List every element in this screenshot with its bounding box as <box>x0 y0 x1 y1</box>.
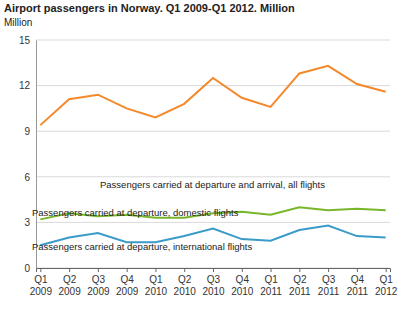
x-tick: Q12012 <box>375 268 398 297</box>
x-tick-mark <box>213 268 214 272</box>
x-tick: Q32009 <box>87 268 110 297</box>
y-tick: 0 <box>24 263 36 274</box>
x-tick: Q22009 <box>58 268 81 297</box>
x-tick-mark <box>69 268 70 272</box>
x-tick-label: Q42009 <box>116 274 139 297</box>
x-tick-mark <box>328 268 329 272</box>
x-tick: Q32010 <box>202 268 225 297</box>
x-tick-mark <box>184 268 185 272</box>
x-tick-mark <box>242 268 243 272</box>
x-tick-label: Q32010 <box>202 274 225 297</box>
x-tick-label-line: Q3 <box>322 274 336 285</box>
grid-line <box>36 222 390 223</box>
x-tick-mark <box>299 268 300 272</box>
y-tick: 3 <box>24 217 36 228</box>
x-tick-mark <box>386 268 387 272</box>
y-tick-label: 15 <box>19 35 31 46</box>
y-tick-label: 3 <box>24 217 30 228</box>
x-tick: Q12009 <box>30 268 53 297</box>
x-tick: Q22011 <box>289 268 311 297</box>
x-tick-label: Q42011 <box>347 274 369 297</box>
x-tick-label-line: Q1 <box>264 274 278 285</box>
x-tick: Q42010 <box>231 268 254 297</box>
x-tick-label: Q12009 <box>30 274 53 297</box>
x-tick-label-line: Q4 <box>351 274 365 285</box>
title: Airport passengers in Norway. Q1 2009-Q1… <box>4 2 295 14</box>
y-tick-label: 12 <box>19 80 31 91</box>
x-tick-label-line: 2011 <box>318 286 340 297</box>
x-tick: Q12010 <box>145 268 168 297</box>
x-tick-label-line: 2010 <box>202 286 225 297</box>
x-tick-mark <box>40 268 41 272</box>
series-label: Passengers carried at departure, interna… <box>32 241 252 252</box>
grid-line <box>36 176 390 177</box>
x-tick-label: Q22009 <box>58 274 81 297</box>
x-axis: Q12009Q22009Q32009Q42009Q12010Q22010Q320… <box>30 268 398 297</box>
lines <box>40 66 385 245</box>
x-tick-mark <box>271 268 272 272</box>
x-tick-label: Q22010 <box>174 274 197 297</box>
x-tick-label-line: 2009 <box>87 286 110 297</box>
y-tick-label: 6 <box>24 172 30 183</box>
x-tick-mark <box>155 268 156 272</box>
x-tick-label: Q22011 <box>289 274 311 297</box>
y-axis-label: Million <box>4 17 32 28</box>
x-tick-label-line: 2012 <box>375 286 398 297</box>
y-axis-line <box>36 41 37 269</box>
series-label: Passengers carried at departure, domesti… <box>32 207 239 218</box>
x-tick-label-line: 2011 <box>260 286 282 297</box>
x-tick-label: Q32011 <box>318 274 340 297</box>
x-tick-label: Q32009 <box>87 274 110 297</box>
x-tick-label-line: Q4 <box>120 274 134 285</box>
x-tick-label-line: 2009 <box>30 286 53 297</box>
series-label: Passengers carried at departure and arri… <box>100 179 325 190</box>
grid-line <box>36 40 390 41</box>
x-tick-label-line: 2009 <box>58 286 81 297</box>
y-tick: 12 <box>19 80 36 91</box>
y-axis: 0 3 6 9 12 15 <box>19 35 37 274</box>
x-tick-label-line: Q2 <box>63 274 77 285</box>
x-axis-line <box>37 269 391 273</box>
x-tick-label: Q12010 <box>145 274 168 297</box>
y-tick: 15 <box>19 35 36 46</box>
x-tick-label-line: 2011 <box>347 286 369 297</box>
grid-line <box>36 85 390 86</box>
x-tick-mark <box>127 268 128 272</box>
x-tick-label-line: Q1 <box>149 274 163 285</box>
x-tick: Q42009 <box>116 268 139 297</box>
chart: Airport passengers in Norway. Q1 2009-Q1… <box>0 0 400 320</box>
x-tick: Q22010 <box>174 268 197 297</box>
x-tick-mark <box>98 268 99 272</box>
y-tick-label: 0 <box>24 263 30 274</box>
x-tick-label-line: 2010 <box>174 286 197 297</box>
x-tick-label: Q12011 <box>260 274 282 297</box>
x-tick-label-line: 2010 <box>145 286 168 297</box>
x-tick-label-line: Q2 <box>178 274 192 285</box>
x-tick: Q12011 <box>260 268 282 297</box>
x-tick-label-line: 2011 <box>289 286 311 297</box>
x-tick-label-line: 2009 <box>116 286 139 297</box>
x-tick: Q32011 <box>318 268 340 297</box>
series-line <box>40 66 385 125</box>
x-tick-label-line: 2010 <box>231 286 254 297</box>
x-tick-label-line: Q1 <box>34 274 48 285</box>
grid <box>36 40 390 268</box>
grid-line <box>36 131 390 132</box>
x-tick-label-line: Q3 <box>92 274 106 285</box>
x-tick-label-line: Q3 <box>207 274 221 285</box>
plot: 03691215Q12009Q22009Q32009Q42009Q12010Q2… <box>19 35 398 297</box>
y-tick: 6 <box>24 172 36 183</box>
x-tick-mark <box>357 268 358 272</box>
x-tick-label-line: Q1 <box>380 274 394 285</box>
x-tick-label: Q12012 <box>375 274 398 297</box>
y-tick: 9 <box>24 126 36 137</box>
x-tick-label-line: Q2 <box>293 274 307 285</box>
x-tick: Q42011 <box>347 268 369 297</box>
y-tick-label: 9 <box>24 126 30 137</box>
x-tick-label-line: Q4 <box>236 274 250 285</box>
x-tick-label: Q42010 <box>231 274 254 297</box>
